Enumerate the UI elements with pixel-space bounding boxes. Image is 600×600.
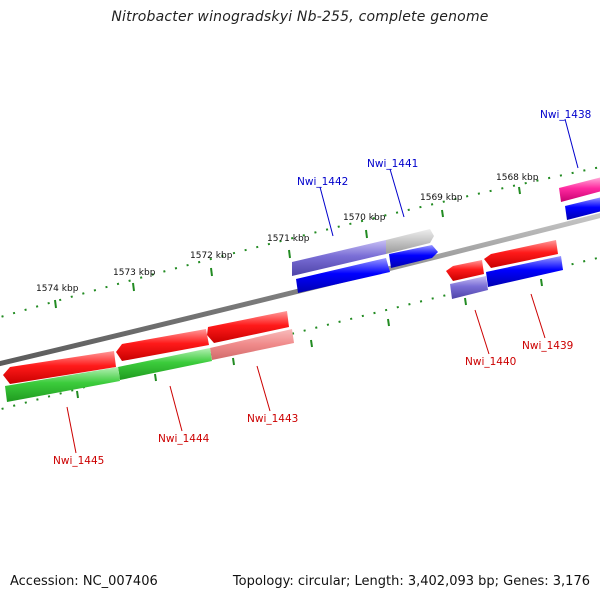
gene-arrow-nwi-1440[interactable]: [446, 260, 484, 281]
leader-line-nwi-1440: [474, 309, 490, 355]
major-ticks-inner: [76, 278, 543, 399]
gene-label-nwi-1442[interactable]: Nwi_1442: [297, 176, 348, 188]
leader-line-nwi-1439: [530, 293, 546, 339]
major-ticks-outer: [54, 186, 521, 309]
major-tick: [540, 278, 543, 287]
tick-label: 1573 kbp: [113, 268, 156, 278]
tick-label: 1572 kbp: [190, 251, 233, 261]
map-title: Nitrobacter winogradskyi Nb-255, complet…: [111, 9, 489, 25]
major-tick: [441, 209, 444, 218]
major-tick: [464, 297, 467, 306]
leader-line-nwi-1442: [319, 186, 334, 237]
major-tick: [518, 186, 521, 195]
gene-arrow-nwi-1438[interactable]: [559, 177, 600, 202]
gene-arrow-nwi-1444[interactable]: [116, 329, 209, 361]
tick-label: 1568 kbp: [496, 173, 539, 183]
gene-arrow-nwi-1440-b[interactable]: [450, 276, 488, 299]
gene-arrow-nwi-1445-b[interactable]: [5, 367, 120, 402]
major-tick: [154, 373, 157, 382]
major-tick: [76, 390, 79, 399]
gene-arrow-nwi-1445[interactable]: [3, 351, 116, 384]
gene-arrow-nwi-1441[interactable]: [386, 229, 434, 254]
accession-text: Accession: NC_007406: [10, 574, 158, 589]
leader-lines: [66, 118, 579, 454]
leader-line-nwi-1445: [66, 406, 77, 454]
reverse-strand-genes: [5, 197, 600, 402]
gene-label-nwi-1439[interactable]: Nwi_1439: [522, 340, 573, 352]
major-tick: [288, 249, 291, 259]
gene-arrow-nwi-1438-b[interactable]: [565, 197, 600, 220]
major-tick: [365, 229, 368, 239]
gene-label-nwi-1441[interactable]: Nwi_1441: [367, 158, 418, 170]
gene-arrow-nwi-1439-b[interactable]: [486, 256, 563, 287]
gene-arrow-nwi-1444-b[interactable]: [118, 348, 212, 380]
tick-label: 1570 kbp: [343, 213, 386, 223]
gene-label-nwi-1443[interactable]: Nwi_1443: [247, 413, 298, 425]
gene-arrow-nwi-1443[interactable]: [207, 311, 289, 343]
gene-label-nwi-1444[interactable]: Nwi_1444: [158, 433, 210, 445]
forward-strand-genes: [3, 177, 600, 384]
major-tick: [387, 318, 390, 327]
tick-label: 1571 kbp: [267, 234, 310, 244]
genome-summary-text: Topology: circular; Length: 3,402,093 bp…: [232, 574, 590, 589]
major-tick: [54, 299, 57, 309]
gene-arrow-nwi-1442[interactable]: [292, 240, 386, 276]
major-tick: [132, 282, 135, 292]
leader-line-nwi-1443: [256, 365, 271, 412]
major-tick: [310, 339, 313, 348]
major-tick: [210, 267, 213, 277]
tick-labels: 1568 kbp 1569 kbp 1570 kbp 1571 kbp 1572…: [36, 173, 539, 294]
leader-line-nwi-1438: [564, 118, 579, 169]
gene-arrow-nwi-1443-b[interactable]: [210, 329, 294, 360]
tick-label: 1574 kbp: [36, 284, 79, 294]
gene-label-nwi-1440[interactable]: Nwi_1440: [465, 356, 516, 368]
gene-labels: Nwi_1438 Nwi_1439 Nwi_1440 Nwi_1441 Nwi_…: [53, 109, 591, 467]
gene-arrow-nwi-1441-b[interactable]: [389, 245, 438, 268]
tick-label: 1569 kbp: [420, 193, 463, 203]
leader-line-nwi-1441: [389, 168, 405, 218]
leader-line-nwi-1444: [169, 385, 183, 432]
gene-label-nwi-1438[interactable]: Nwi_1438: [540, 109, 591, 121]
gene-arrow-nwi-1442-b[interactable]: [296, 258, 390, 293]
gene-arrow-nwi-1439[interactable]: [484, 240, 558, 268]
major-tick: [232, 357, 235, 366]
gene-label-nwi-1445[interactable]: Nwi_1445: [53, 455, 104, 467]
